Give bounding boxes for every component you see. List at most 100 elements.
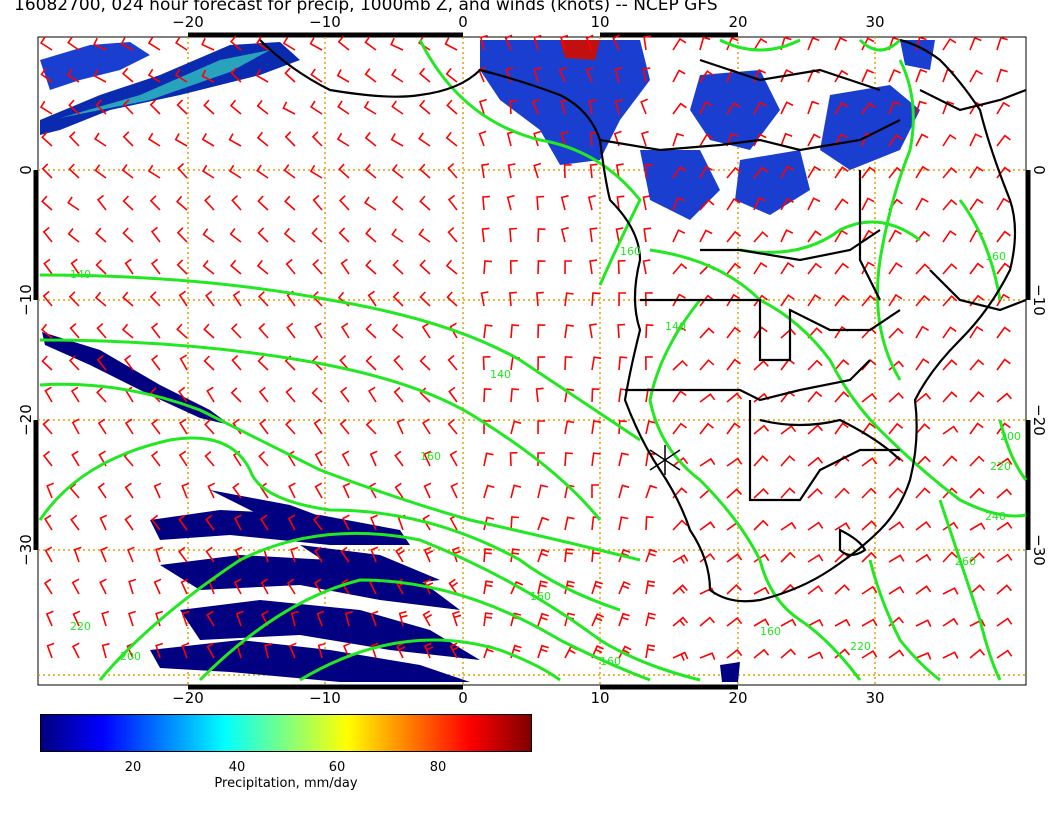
wind-barb	[71, 418, 80, 435]
wind-barb	[589, 259, 598, 275]
wind-barb	[834, 358, 850, 371]
wind-barb	[726, 326, 741, 339]
wind-barb	[645, 324, 654, 339]
wind-barb	[915, 585, 932, 595]
wind-barb	[726, 553, 743, 563]
wind-barb	[339, 418, 350, 435]
wind-barb	[672, 229, 686, 243]
wind-barb	[861, 359, 877, 371]
wind-barb	[672, 293, 686, 307]
wind-barb	[257, 227, 269, 243]
wind-barb	[996, 617, 1013, 627]
wind-barb	[996, 457, 1013, 467]
wind-barb	[393, 355, 404, 371]
wind-barb	[312, 259, 323, 275]
wind-barb	[207, 482, 216, 499]
wind-barb	[70, 258, 80, 275]
wind-barb	[124, 418, 134, 435]
wind-barb	[699, 101, 713, 115]
wind-barb	[942, 100, 955, 115]
wind-barb	[147, 132, 161, 147]
wind-barb	[149, 99, 161, 115]
wind-barb	[229, 99, 242, 115]
wind-barb	[418, 132, 431, 147]
wind-barb	[807, 230, 822, 243]
wind-barb	[260, 578, 269, 595]
wind-barb	[120, 37, 134, 51]
wind-barb	[672, 519, 688, 531]
wind-barb	[483, 388, 492, 403]
wind-barb	[888, 100, 901, 115]
wind-barb	[915, 68, 928, 83]
wind-barb	[282, 101, 296, 115]
wind-barb	[585, 34, 594, 51]
wind-barb	[969, 619, 986, 627]
wind-barb	[423, 482, 432, 499]
wind-barb	[204, 419, 215, 435]
wind-barb	[834, 262, 849, 275]
wind-barb	[560, 98, 569, 115]
wind-barb	[205, 546, 215, 563]
wind-barb	[205, 514, 215, 531]
wind-barb	[313, 418, 323, 435]
wind-barb	[915, 619, 932, 627]
wind-barb	[370, 610, 379, 627]
wind-barb	[780, 487, 796, 499]
wind-barb	[726, 166, 742, 179]
wind-barb	[68, 131, 80, 147]
wind-barb	[726, 616, 743, 627]
wind-barb	[447, 418, 458, 435]
wind-barb	[394, 482, 404, 499]
wind-barb	[996, 101, 1011, 115]
wind-barb	[672, 584, 688, 595]
contour-label: 160	[620, 245, 641, 258]
wind-barb	[807, 359, 823, 371]
wind-barb	[338, 227, 350, 243]
wind-barb	[969, 165, 984, 179]
wind-barb	[483, 484, 495, 499]
wind-barb	[915, 553, 932, 563]
lon-labels-top: −20 −10 0 10 20 30	[172, 13, 884, 31]
wind-barb	[201, 133, 215, 147]
wind-barb	[533, 34, 542, 51]
wind-barb	[391, 164, 404, 179]
wind-barb	[807, 651, 824, 660]
wind-barb	[672, 422, 687, 435]
wind-barb	[753, 648, 770, 659]
wind-barb	[645, 580, 656, 595]
wind-barb	[510, 388, 520, 403]
wind-barb	[42, 290, 53, 307]
wind-barb	[150, 322, 161, 339]
wind-barb	[448, 386, 458, 403]
wind-barb	[66, 68, 80, 83]
wind-barb	[699, 652, 716, 660]
wind-barb	[393, 386, 404, 403]
wind-barb	[153, 482, 162, 499]
wind-barb	[643, 35, 652, 51]
wind-barb	[364, 131, 377, 147]
wind-barb	[419, 259, 431, 275]
wind-barb	[228, 133, 242, 147]
wind-barb	[178, 450, 188, 467]
wind-barb	[445, 131, 458, 147]
wind-barb	[122, 291, 134, 307]
wind-barb	[70, 386, 80, 403]
wind-barb	[337, 100, 350, 115]
wind-barb	[807, 424, 824, 435]
wind-barb	[231, 195, 242, 211]
wind-barb	[448, 578, 459, 595]
wind-barb	[259, 418, 269, 435]
wind-barb	[126, 546, 135, 563]
wind-barb	[618, 645, 632, 659]
wind-barb	[942, 455, 958, 467]
wind-barb	[640, 98, 648, 115]
wind-barb	[482, 195, 491, 211]
wind-barb	[888, 521, 905, 531]
wind-barb	[230, 67, 242, 83]
wind-barb	[780, 551, 796, 563]
wind-barb	[591, 613, 605, 627]
wind-barb	[537, 228, 546, 243]
wind-barb	[537, 612, 549, 627]
lon-labels-bottom: −20 −10 0 10 20 30	[172, 689, 884, 707]
wind-barb	[645, 612, 656, 627]
